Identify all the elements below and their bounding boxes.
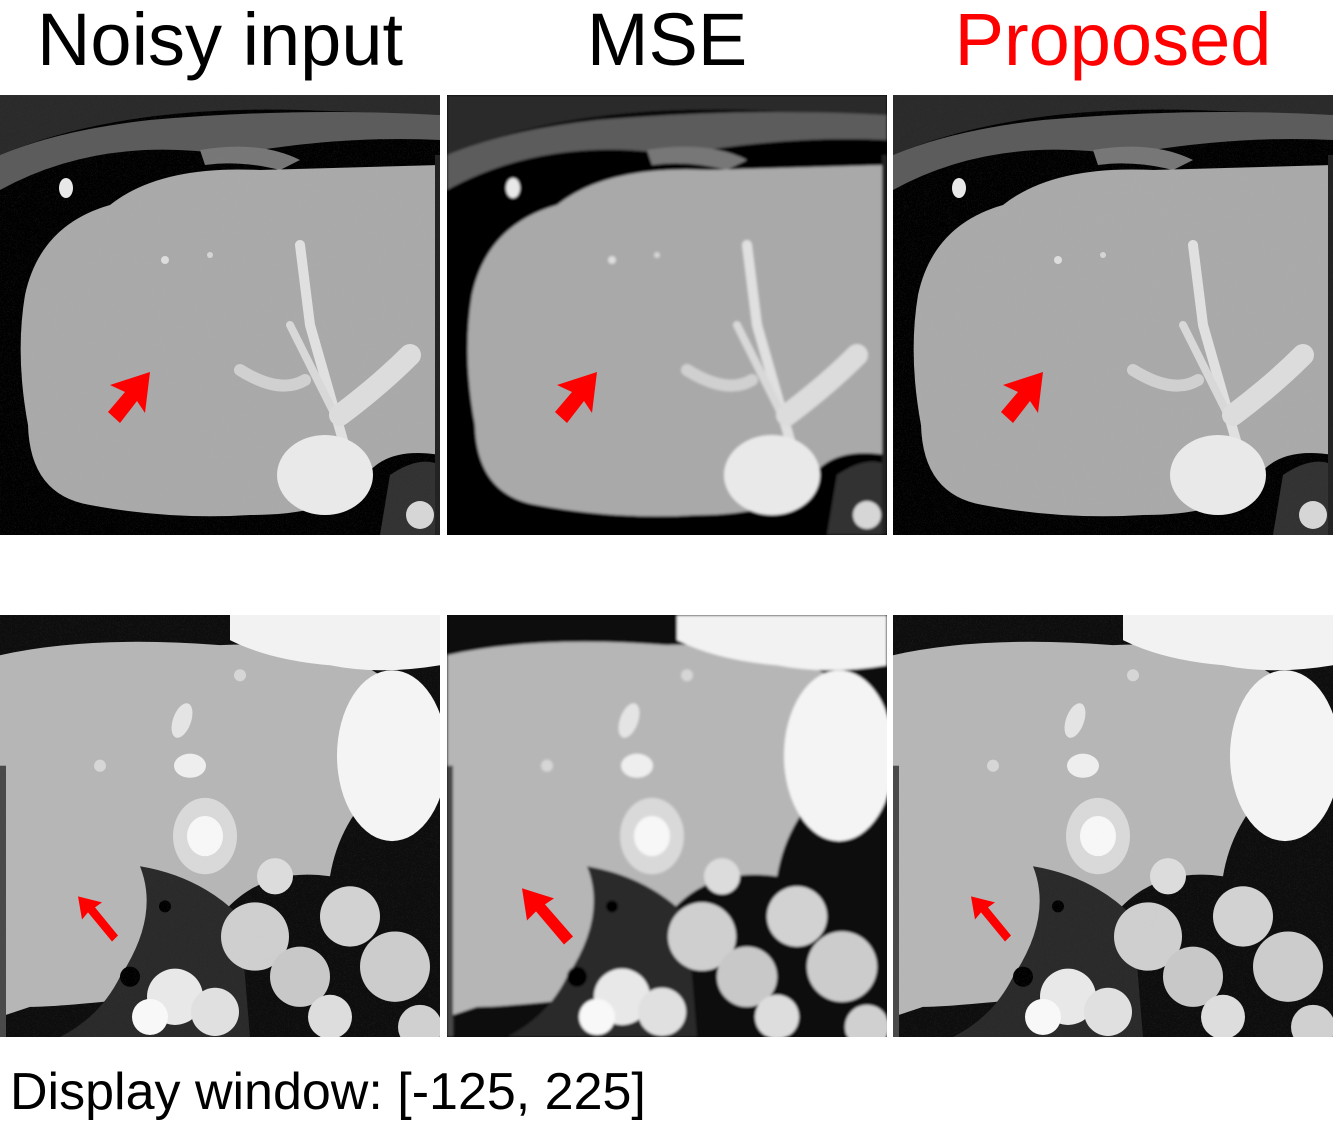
row2-mse-arrow: [522, 888, 573, 945]
display-window-caption: Display window: [-125, 225]: [10, 1063, 646, 1121]
row1-mse-arrow: [555, 372, 597, 423]
row1-noisy-arrow: [108, 372, 150, 423]
row1-mse-image: [447, 95, 887, 535]
column-title-mse: MSE: [586, 0, 748, 81]
row2-proposed-image: [893, 615, 1333, 1037]
column-title-noisy-input: Noisy input: [36, 0, 404, 81]
row2-noisy-input-image: [0, 615, 440, 1037]
row1-noisy-input-image: [0, 95, 440, 535]
row2-noisy-arrow: [78, 896, 118, 942]
row2-mse-image: [447, 615, 887, 1037]
row2-proposed-arrow: [971, 896, 1011, 942]
row1-proposed-image: [893, 95, 1333, 535]
column-title-proposed: Proposed: [954, 0, 1272, 81]
row1-proposed-arrow: [1001, 372, 1043, 423]
